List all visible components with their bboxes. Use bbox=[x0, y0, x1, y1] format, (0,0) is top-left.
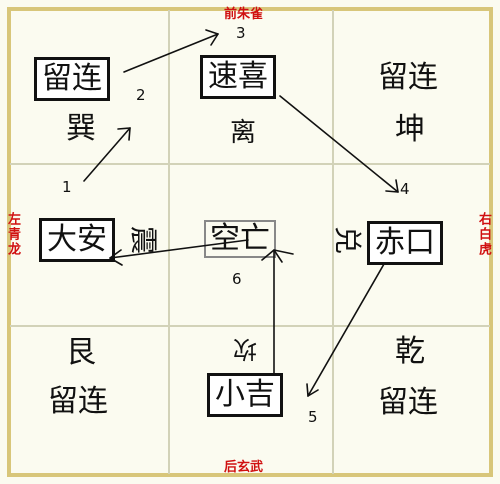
stage-box-top-left: 留连 bbox=[34, 57, 110, 101]
label-bottom-black-tortoise: 后玄武 bbox=[224, 460, 264, 475]
trigram-kun: 坤 bbox=[395, 112, 425, 147]
stage-box-bottom-center: 小吉 bbox=[207, 373, 283, 417]
stage-bottom-left: 留连 bbox=[48, 384, 108, 419]
arrowhead bbox=[205, 29, 219, 46]
stage-box-top-center: 速喜 bbox=[200, 55, 276, 99]
arrow-5-to-center bbox=[273, 249, 294, 375]
step-number: 6 bbox=[232, 270, 242, 288]
grid-line bbox=[168, 10, 170, 474]
arrowhead bbox=[109, 249, 123, 266]
arrow-6-to-zhen bbox=[109, 239, 249, 259]
step-number: 2 bbox=[136, 86, 146, 104]
trigram-gen: 艮 bbox=[66, 335, 96, 370]
stage-box-mid-right: 赤口 bbox=[367, 221, 443, 265]
grid-line bbox=[10, 325, 490, 327]
step-number: 3 bbox=[236, 24, 246, 42]
label-top-vermilion-bird: 前朱雀 bbox=[224, 7, 264, 22]
arrowhead bbox=[385, 179, 399, 193]
stage-top-right: 留连 bbox=[378, 60, 438, 95]
arrow-2-to-li bbox=[123, 33, 219, 73]
grid-line bbox=[10, 163, 490, 165]
arrowhead bbox=[117, 127, 131, 141]
stage-center: 空亡 bbox=[204, 220, 276, 258]
arrowhead bbox=[261, 249, 283, 263]
trigram-li: 离 bbox=[230, 118, 257, 148]
label-right-white-tiger: 右白虎 bbox=[476, 212, 491, 257]
trigram-xun: 巽 bbox=[66, 111, 96, 146]
step-number: 4 bbox=[400, 180, 410, 198]
step-number: 1 bbox=[62, 178, 72, 196]
arrowhead bbox=[306, 383, 319, 397]
grid-line bbox=[332, 10, 334, 474]
stage-box-mid-left: 大安 bbox=[39, 218, 115, 262]
stage-bottom-right: 留连 bbox=[378, 385, 438, 420]
trigram-qian: 乾 bbox=[395, 334, 425, 369]
label-left-azure-dragon: 左青龙 bbox=[5, 212, 20, 257]
arrow-4-to-kan bbox=[307, 263, 385, 397]
arrow-1-to-xun bbox=[83, 127, 131, 182]
arrow-3-to-dui bbox=[279, 95, 399, 193]
outer-frame bbox=[7, 7, 493, 477]
step-number: 5 bbox=[308, 408, 318, 426]
